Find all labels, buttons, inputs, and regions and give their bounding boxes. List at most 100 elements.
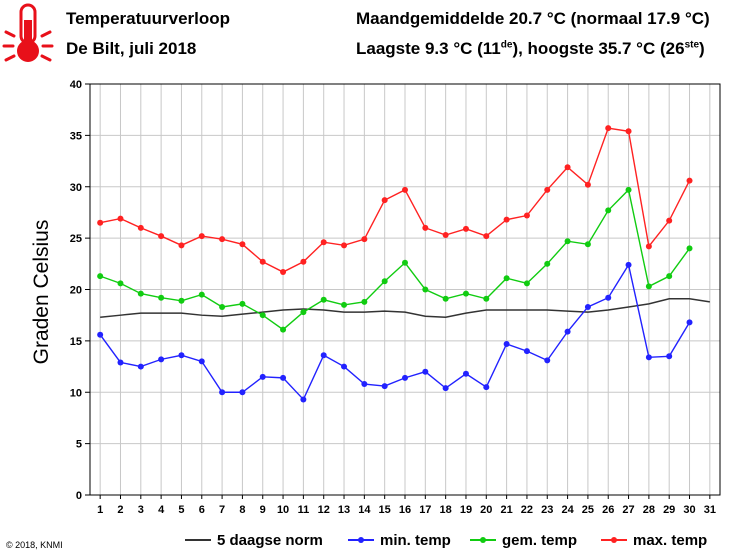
monthly-average-text: Maandgemiddelde 20.7 °C (normaal 17.9 °C… bbox=[356, 9, 710, 28]
data-point bbox=[503, 216, 510, 223]
data-point bbox=[666, 273, 673, 280]
y-tick-label: 30 bbox=[70, 182, 82, 194]
data-point bbox=[625, 128, 632, 135]
data-point bbox=[584, 303, 591, 310]
data-point bbox=[544, 357, 551, 364]
y-tick-label: 25 bbox=[70, 233, 82, 245]
extremes-prefix: Laagste 9.3 °C (11 bbox=[356, 39, 501, 58]
x-tick-label: 31 bbox=[704, 504, 716, 516]
data-point bbox=[503, 275, 510, 282]
y-tick-label: 15 bbox=[70, 336, 82, 348]
extremes-suffix: ) bbox=[699, 39, 705, 58]
data-point bbox=[442, 385, 449, 392]
data-point bbox=[137, 290, 144, 297]
data-point bbox=[341, 301, 348, 308]
data-point bbox=[666, 217, 673, 224]
x-tick-label: 5 bbox=[178, 504, 184, 516]
data-point bbox=[666, 353, 673, 360]
data-point bbox=[422, 286, 429, 293]
data-point bbox=[686, 319, 693, 326]
x-tick-label: 25 bbox=[582, 504, 594, 516]
data-point bbox=[117, 215, 124, 222]
data-point bbox=[564, 328, 571, 335]
data-point bbox=[320, 296, 327, 303]
data-point bbox=[361, 298, 368, 305]
data-point bbox=[402, 186, 408, 193]
data-point bbox=[280, 374, 287, 381]
x-tick-label: 13 bbox=[338, 504, 350, 516]
x-tick-label: 18 bbox=[440, 504, 452, 516]
data-point bbox=[178, 352, 185, 359]
data-point bbox=[280, 269, 287, 276]
data-point bbox=[564, 238, 571, 245]
data-point bbox=[219, 236, 226, 243]
y-tick-label: 20 bbox=[70, 285, 82, 297]
data-point bbox=[198, 358, 205, 365]
x-tick-label: 3 bbox=[138, 504, 144, 516]
data-point bbox=[320, 239, 327, 246]
data-point bbox=[686, 177, 693, 184]
y-tick-label: 10 bbox=[70, 387, 82, 399]
x-tick-label: 30 bbox=[683, 504, 695, 516]
data-point bbox=[361, 381, 368, 388]
data-point bbox=[523, 348, 530, 355]
data-point bbox=[178, 297, 185, 304]
data-point bbox=[503, 340, 510, 347]
x-tick-label: 28 bbox=[643, 504, 655, 516]
copyright-text: © 2018, KNMI bbox=[6, 540, 63, 550]
data-point bbox=[117, 280, 124, 287]
data-point bbox=[462, 290, 469, 297]
data-point bbox=[483, 295, 490, 302]
x-tick-label: 15 bbox=[379, 504, 391, 516]
data-point bbox=[686, 245, 693, 252]
data-point bbox=[625, 261, 632, 268]
data-point bbox=[422, 368, 429, 375]
data-point bbox=[341, 363, 348, 370]
x-tick-label: 14 bbox=[358, 504, 371, 516]
data-point bbox=[300, 258, 307, 265]
x-tick-label: 29 bbox=[663, 504, 675, 516]
data-point bbox=[158, 233, 165, 240]
data-point bbox=[117, 359, 124, 366]
chart-title: Temperatuurverloop bbox=[66, 9, 231, 28]
data-point bbox=[442, 295, 449, 302]
y-tick-label: 5 bbox=[76, 439, 82, 451]
data-point bbox=[523, 280, 530, 287]
data-point bbox=[320, 352, 327, 359]
data-point bbox=[361, 236, 368, 243]
x-tick-label: 10 bbox=[277, 504, 289, 516]
extremes-sup-high: ste bbox=[684, 39, 700, 51]
data-point bbox=[239, 389, 246, 396]
plot-border bbox=[89, 83, 721, 496]
legend-label: max. temp bbox=[633, 532, 707, 549]
extremes-text: Laagste 9.3 °C (11de), hoogste 35.7 °C (… bbox=[356, 39, 705, 59]
data-point bbox=[544, 186, 551, 193]
x-tick-label: 22 bbox=[521, 504, 533, 516]
x-tick-label: 17 bbox=[419, 504, 431, 516]
data-point bbox=[239, 300, 246, 307]
x-tick-label: 19 bbox=[460, 504, 472, 516]
x-tick-label: 12 bbox=[318, 504, 330, 516]
data-point bbox=[462, 225, 469, 232]
data-point bbox=[178, 242, 185, 249]
thermometer-icon bbox=[2, 3, 54, 62]
data-point bbox=[300, 396, 307, 403]
data-point bbox=[300, 309, 307, 316]
x-tick-label: 7 bbox=[219, 504, 225, 516]
data-point bbox=[523, 212, 530, 219]
chart-subtitle: De Bilt, juli 2018 bbox=[66, 39, 197, 58]
legend-swatch-marker bbox=[611, 537, 617, 543]
y-tick-label: 35 bbox=[70, 130, 82, 142]
x-tick-label: 20 bbox=[480, 504, 492, 516]
data-point bbox=[605, 207, 612, 214]
legend-swatch-marker bbox=[480, 537, 486, 543]
x-tick-label: 11 bbox=[298, 504, 310, 516]
data-point bbox=[198, 233, 205, 240]
data-point bbox=[605, 125, 612, 132]
x-tick-label: 16 bbox=[399, 504, 411, 516]
data-point bbox=[280, 326, 287, 333]
x-tick-label: 6 bbox=[199, 504, 205, 516]
data-point bbox=[462, 370, 469, 377]
data-point bbox=[442, 232, 449, 239]
series-line bbox=[99, 188, 691, 331]
